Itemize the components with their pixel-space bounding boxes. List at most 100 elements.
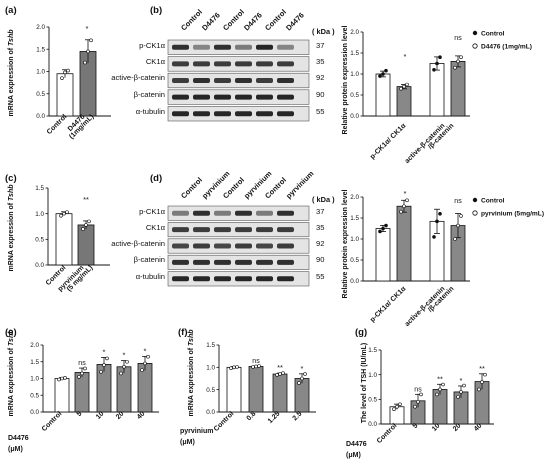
d-legend: Control pyrvinium (5mg/mL) (472, 197, 544, 218)
d-bar (396, 205, 412, 282)
b-data-point (438, 55, 442, 60)
d-blot-band (277, 243, 294, 249)
e-sig: ns (78, 360, 86, 367)
g-data-point (392, 407, 396, 412)
g-xcat: 40 (473, 422, 484, 433)
b-blot-band (256, 94, 273, 100)
b-kda: 35 (316, 57, 324, 66)
b-data-point (378, 74, 382, 78)
panel-label-f: (f) (178, 327, 188, 338)
b-blot-band (172, 61, 189, 67)
e-data-point (105, 356, 109, 361)
d-blot-band (256, 259, 273, 265)
d-blot-band (235, 243, 252, 249)
d-blot-band (214, 227, 231, 233)
b-blot-band (235, 94, 252, 100)
d-blot-band (193, 276, 210, 282)
g-data-point (395, 404, 399, 409)
f-xcat: 0.8 (246, 410, 258, 422)
d-kda: 92 (316, 239, 324, 248)
d-blot: p-CK1α CK1α active-β-catenin β-catenin α… (111, 205, 324, 287)
f-treat-label: pyrvinium (180, 428, 213, 435)
b-data-point (381, 72, 385, 76)
c-data-point (84, 223, 88, 227)
d-legend-control-marker (472, 197, 478, 203)
b-blot-band (193, 111, 210, 117)
d-blot-band (235, 210, 252, 216)
b-blot-band (235, 111, 252, 117)
a-xcat-control: Control (46, 113, 69, 136)
e-xcat: 10 (95, 410, 106, 421)
g-ytick: 1.5 (368, 347, 377, 354)
panel-label-d: (d) (150, 173, 162, 184)
d-data-point (435, 219, 439, 224)
e-xcat: 20 (115, 410, 126, 421)
d-blot-band (172, 276, 189, 282)
a-ytick: 1.5 (36, 46, 45, 53)
f-yticks: 0.0 0.5 1.0 1.5 (206, 342, 215, 416)
b-data-point (402, 84, 406, 89)
g-ytick: 0.0 (368, 421, 377, 428)
d-blot-band (214, 276, 231, 282)
d-data-point (432, 235, 436, 239)
e-plot (40, 344, 159, 413)
g-plot (378, 349, 494, 425)
g-xcat: 5 (412, 422, 420, 430)
b-sig1: * (404, 52, 407, 61)
f-data-point (251, 365, 255, 369)
d-kda: 90 (316, 255, 324, 264)
g-data-point (480, 380, 484, 384)
b-blot-band (172, 78, 189, 83)
c-sig: ** (83, 195, 89, 204)
c-data-point (81, 227, 85, 231)
e-data-point (60, 376, 64, 381)
e-data-point (119, 371, 123, 376)
g-data-point (413, 404, 417, 409)
c-ylabel: mRNA expression of Tshb (8, 184, 15, 272)
f-plot (216, 344, 316, 413)
d-blot-band (193, 243, 210, 249)
g-data-point (438, 387, 442, 392)
b-xcat-1: p-CK1α/ CK1α (369, 122, 408, 161)
e-data-point (102, 363, 106, 367)
e-data-point (83, 366, 87, 371)
d-kda: 37 (316, 207, 324, 216)
e-treat-label: D4476 (8, 435, 29, 442)
b-blot-band (172, 94, 189, 100)
g-xcat: Control (376, 422, 399, 445)
b-blot-band (235, 78, 252, 83)
b-blot-band (214, 94, 231, 100)
b-blot-band (214, 78, 231, 83)
f-data-point (297, 381, 301, 385)
e-data-point (143, 361, 147, 366)
g-sig: ** (479, 364, 485, 373)
e-data-point (122, 364, 126, 369)
b-ytick: 1.0 (350, 71, 359, 78)
a-bar (56, 73, 74, 117)
d-protein: p-CK1α (139, 207, 166, 216)
b-blot-band (214, 111, 231, 117)
f-sig: ns (252, 358, 260, 365)
c-data-point (59, 213, 63, 218)
b-legend-treat-marker (472, 43, 478, 49)
g-data-point (416, 399, 420, 404)
a-data-point (60, 76, 64, 80)
a-data-point (86, 49, 90, 54)
e-bar (74, 372, 90, 413)
d-ytick: 0.5 (350, 257, 359, 264)
d-blot-band (277, 227, 294, 233)
d-kda: 55 (316, 272, 324, 281)
d-ytick: 2.0 (350, 194, 359, 201)
b-blot-band (214, 44, 231, 50)
b-blot-band (235, 44, 252, 50)
panel-label-a: (a) (5, 5, 17, 16)
b-xcat-2: active-β-catenin (404, 122, 447, 165)
d-lane-labels: Control pyrvinium Control pyrvinium Cont… (179, 169, 316, 201)
b-blot: p-CK1α CK1α active-β-catenin β-catenin α… (111, 39, 324, 122)
d-blot-band (235, 227, 252, 233)
c-yticks: 0.0 0.5 1.0 1.5 (35, 185, 44, 269)
d-blot-band (193, 210, 210, 216)
b-data-point (432, 68, 436, 72)
f-bar (248, 366, 264, 413)
